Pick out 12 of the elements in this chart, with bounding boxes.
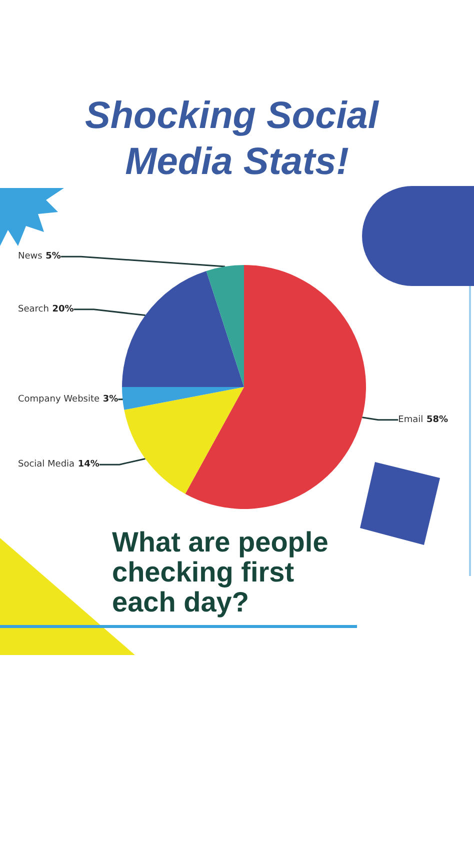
chart-title: Shocking Social Media Stats! bbox=[84, 95, 390, 183]
slice-label: Social Media bbox=[18, 460, 75, 470]
text: What are people checking first each day? bbox=[112, 526, 336, 618]
data-label: 20% bbox=[52, 304, 74, 314]
data-label: 58% bbox=[426, 414, 448, 425]
slice-label: Email bbox=[398, 414, 424, 425]
data-label: 3% bbox=[102, 394, 118, 404]
slice-label: Company Website bbox=[18, 394, 100, 404]
data-label: 14% bbox=[78, 460, 100, 470]
slice-label: News bbox=[18, 252, 43, 262]
data-label: 5% bbox=[46, 252, 61, 262]
slice-label: Search bbox=[18, 304, 49, 314]
